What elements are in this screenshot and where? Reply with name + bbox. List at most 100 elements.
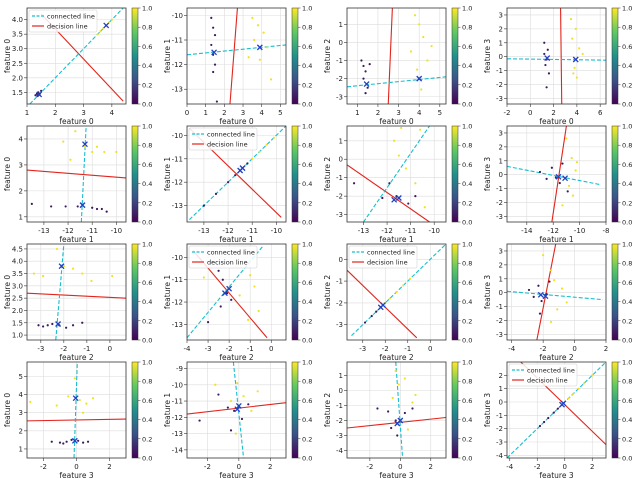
class1-point (591, 374, 594, 377)
class1-point (575, 161, 579, 164)
centroid-stroke (542, 293, 549, 300)
class1-point (78, 398, 81, 402)
y-tick-label: 1 (19, 445, 23, 453)
colorbar: 0.0 0.2 0.4 0.6 0.8 1.0 (131, 241, 152, 345)
class0-point (527, 288, 531, 292)
class0-point (566, 190, 569, 193)
class0-point (226, 181, 230, 184)
class0-point (246, 162, 249, 165)
y-tick-label: 1 (19, 213, 23, 221)
class0-point (360, 59, 363, 62)
class0-point (543, 41, 546, 44)
colorbar-tick-label: 0.2 (622, 81, 632, 89)
colorbar-tick-label: 0.6 (142, 43, 152, 51)
axes-frame (506, 125, 607, 223)
subplot-3: 1 2 3 4 5 -3 -2 -1 0 1 feature 0 feature 2 0.0 0.2 0.4… (323, 5, 472, 127)
colorbar-gradient (611, 7, 619, 105)
y-axis-label: feature 3 (483, 157, 492, 191)
colorbar-tick-label: 1.0 (462, 359, 472, 367)
axes-frame (186, 125, 287, 223)
y-tick-label: 0 (499, 289, 503, 297)
class1-point (229, 399, 233, 403)
y-tick-label: -3 (336, 93, 343, 101)
y-axis-label: feature 3 (483, 393, 492, 427)
centroid-marker (226, 285, 233, 292)
x-tick-label: 3 (241, 109, 245, 117)
x-tick-label: -13 (358, 227, 369, 235)
axes-frame (346, 7, 447, 105)
x-tick-label: 4 (110, 109, 115, 117)
class1-point (574, 169, 577, 172)
class1-point (73, 377, 76, 380)
colorbar: 0.0 0.2 0.4 0.6 0.8 1.0 (131, 359, 152, 463)
class0-point (217, 269, 220, 272)
colorbar-tick-label: 0.6 (622, 279, 632, 287)
colorbar-gradient (451, 361, 459, 459)
class0-point (50, 205, 53, 208)
class1-point (582, 382, 586, 385)
colorbar-tick-label: 0.4 (622, 298, 632, 306)
class1-point (413, 14, 417, 17)
class1-point (214, 383, 217, 386)
colorbar-tick-label: 1.0 (622, 241, 632, 249)
centroid-marker (537, 291, 544, 298)
colorbar-tick-label: 0.0 (302, 337, 312, 345)
centroid-marker (72, 395, 79, 402)
class1-point (388, 297, 391, 300)
class0-point (71, 324, 75, 327)
x-tick-label: -10 (428, 227, 439, 235)
colorbar-tick-label: 0.0 (462, 219, 472, 227)
legend-decision-label: decision line (47, 23, 88, 31)
centroid-marker (542, 293, 549, 300)
colorbar-gradient (131, 243, 139, 341)
y-tick-label: -12 (172, 179, 183, 187)
x-tick-label: 3 (396, 109, 400, 117)
class0-point (215, 100, 218, 103)
y-axis-label: feature 0 (3, 157, 12, 191)
colorbar-gradient (291, 243, 299, 341)
y-tick-label: 3.0 (12, 45, 23, 53)
x-tick-label: -10 (271, 227, 282, 235)
colorbar-tick-label: 0.4 (302, 62, 312, 70)
axes-frame (506, 7, 607, 105)
centroid-marker (55, 321, 62, 327)
colorbar-tick-label: 0.0 (142, 219, 152, 227)
x-tick-label: -3 (205, 345, 212, 353)
class0-point (561, 162, 564, 165)
colorbar-gradient (451, 125, 459, 223)
axes-frame (186, 243, 287, 341)
colorbar: 0.0 0.2 0.4 0.6 0.8 1.0 (291, 241, 312, 345)
x-axis-label: feature 1 (219, 235, 253, 244)
colorbar-tick-label: 0.0 (142, 455, 152, 463)
y-axis-label: feature 1 (163, 157, 172, 191)
y-tick-label: -11 (172, 276, 183, 284)
class0-point (50, 440, 53, 443)
y-tick-label: 1 (499, 39, 503, 47)
class1-point (414, 182, 417, 185)
x-tick-label: 2 (268, 463, 272, 471)
class0-point (556, 407, 559, 410)
connected-line (351, 244, 446, 337)
colorbar-tick-label: 0.4 (622, 62, 632, 70)
x-tick-label: 0 (428, 345, 432, 353)
colorbar-tick-label: 0.4 (142, 62, 152, 70)
class0-point (212, 70, 215, 74)
class0-point (76, 205, 79, 208)
x-tick-label: -2 (534, 463, 541, 471)
axes-frame (26, 7, 127, 105)
class0-point (214, 192, 218, 196)
colorbar-tick-label: 0.4 (142, 416, 152, 424)
y-tick-label: 1 (499, 157, 503, 165)
class1-point (69, 158, 72, 161)
colorbar-tick-label: 0.6 (622, 397, 632, 405)
subplot-6: -13 -12 -11 -10 -13 -12 -11 -10 feature 1 feature… (163, 123, 312, 245)
colorbar-tick-label: 0.4 (462, 298, 472, 306)
x-axis-label: feature 3 (539, 471, 573, 480)
colorbar-tick-label: 0.6 (462, 397, 472, 405)
x-axis-label: feature 1 (59, 235, 93, 244)
axes-frame (346, 125, 447, 223)
centroid-stroke (55, 321, 62, 327)
class1-point (406, 428, 410, 431)
colorbar-gradient (451, 243, 459, 341)
colorbar-tick-label: 0.2 (142, 81, 152, 89)
